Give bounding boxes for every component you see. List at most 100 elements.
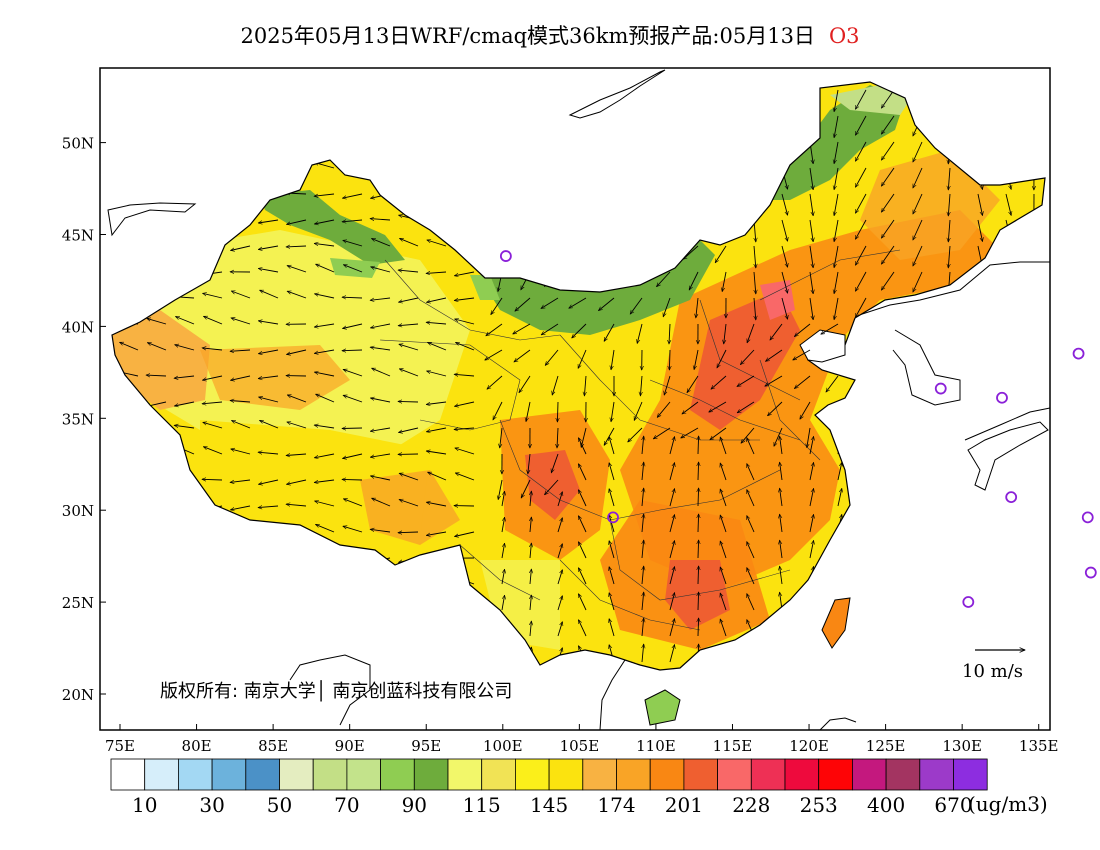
wind-arrow bbox=[287, 395, 307, 403]
wind-arrow bbox=[314, 425, 335, 429]
title-main: 2025年05月13日WRF/cmaq模式36km预报产品:05月13日 bbox=[240, 24, 815, 48]
colorbar-swatch bbox=[649, 758, 685, 791]
wind-arrow bbox=[669, 541, 675, 559]
wind-arrow bbox=[834, 167, 839, 190]
wind-arrow bbox=[577, 542, 587, 559]
wind-arrow bbox=[454, 374, 475, 376]
colorbar-swatch bbox=[380, 758, 415, 791]
wind-arrow bbox=[557, 492, 562, 507]
wind-arrow bbox=[343, 323, 363, 329]
lon-tick-label: 85E bbox=[258, 737, 288, 755]
wind-arrow bbox=[541, 323, 559, 335]
colorbar-tick-label: 90 bbox=[402, 793, 427, 817]
lat-tick-label: 40N bbox=[62, 318, 94, 336]
wind-arrow bbox=[258, 349, 279, 354]
wind-arrow bbox=[456, 342, 475, 351]
wind-arrow bbox=[147, 343, 167, 351]
wind-arrow bbox=[174, 425, 195, 429]
wind-arrow bbox=[342, 428, 363, 429]
station-marker bbox=[996, 391, 1008, 404]
colorbar-tick-label: 50 bbox=[267, 793, 292, 817]
colorbar-swatch bbox=[616, 758, 651, 791]
wind-arrow bbox=[584, 375, 586, 396]
wind-arrow bbox=[501, 517, 505, 533]
station-marker bbox=[499, 250, 512, 262]
wind-arrow bbox=[826, 375, 839, 392]
wind-arrow bbox=[231, 318, 251, 325]
wind-arrow bbox=[342, 479, 363, 480]
wind-arrow bbox=[698, 540, 699, 559]
wind-arrow bbox=[855, 115, 867, 135]
colorbar-tick-label: 228 bbox=[732, 793, 770, 817]
station-marker bbox=[934, 382, 947, 395]
wind-arrow bbox=[204, 315, 223, 325]
colorbar-swatch bbox=[447, 758, 483, 791]
colorbar-tick-label: 253 bbox=[800, 793, 838, 817]
lat-tick-label: 30N bbox=[62, 502, 94, 520]
wind-arrow bbox=[694, 349, 699, 370]
wind-arrow bbox=[557, 401, 558, 422]
wind-arrow bbox=[720, 541, 727, 559]
wind-arrow bbox=[398, 532, 419, 533]
wind-arrow bbox=[314, 219, 335, 224]
wind-arrow bbox=[231, 245, 251, 251]
wind-arrow bbox=[501, 595, 505, 611]
wind-arrow bbox=[258, 245, 279, 250]
wind-arrow bbox=[855, 297, 867, 317]
wind-arrow bbox=[754, 271, 756, 294]
wind-arrow bbox=[557, 518, 562, 533]
wind-arrow bbox=[715, 245, 727, 263]
wind-arrow bbox=[316, 393, 335, 403]
lat-tick-label: 45N bbox=[62, 227, 94, 245]
wind-arrow bbox=[258, 219, 279, 223]
wind-arrow bbox=[741, 427, 755, 443]
wind-arrow bbox=[688, 271, 699, 290]
wind-arrow bbox=[669, 489, 675, 507]
wind-arrow bbox=[834, 89, 839, 112]
wind-arrow bbox=[809, 436, 814, 455]
wind-arrow bbox=[342, 297, 363, 298]
bohai-sea bbox=[799, 329, 846, 363]
station-marker bbox=[962, 596, 975, 608]
wind-arrow bbox=[287, 479, 307, 484]
wind-arrow bbox=[720, 619, 727, 637]
wind-arrow bbox=[176, 317, 195, 325]
wind-arrow bbox=[398, 270, 419, 272]
wind-arrow bbox=[837, 488, 842, 507]
wind-arrow bbox=[716, 349, 727, 368]
wind-arrow bbox=[492, 401, 503, 420]
colorbar-swatch bbox=[683, 758, 719, 791]
wind-arrow bbox=[287, 349, 307, 355]
wind-arrow bbox=[455, 401, 475, 406]
lon-tick-label: 95E bbox=[411, 737, 441, 755]
wind-arrow bbox=[855, 89, 867, 109]
wind-arrow bbox=[698, 514, 699, 533]
wind-arrow bbox=[519, 375, 531, 393]
wind-arrow bbox=[577, 594, 587, 611]
wind-arrow bbox=[343, 499, 363, 507]
wind-arrow bbox=[203, 422, 223, 429]
wind-arrow bbox=[746, 542, 755, 559]
wind-arrow bbox=[669, 463, 675, 481]
wind-arrow bbox=[202, 402, 223, 404]
wind-arrow bbox=[552, 375, 559, 395]
wind-arrow bbox=[855, 245, 867, 265]
lat-tick-label: 35N bbox=[62, 410, 94, 428]
wind-arrow bbox=[768, 401, 783, 416]
wind-arrow bbox=[746, 464, 755, 481]
wind-arrow bbox=[740, 349, 755, 365]
wind-arrow bbox=[855, 167, 867, 187]
wind-arrow bbox=[698, 488, 699, 507]
wind-arrow bbox=[370, 476, 391, 481]
wind-arrow bbox=[455, 531, 475, 537]
wind-arrow bbox=[669, 619, 675, 637]
wind-arrow bbox=[427, 240, 447, 247]
wind-arrow bbox=[881, 245, 895, 264]
wind-arrow bbox=[837, 462, 842, 481]
wind-arrow bbox=[781, 271, 788, 293]
colorbar-swatch bbox=[245, 758, 280, 791]
wind-arrow bbox=[316, 263, 335, 273]
wind-arrow bbox=[314, 349, 335, 353]
lat-tick-label: 20N bbox=[62, 686, 94, 704]
wind-arrow bbox=[530, 595, 531, 611]
